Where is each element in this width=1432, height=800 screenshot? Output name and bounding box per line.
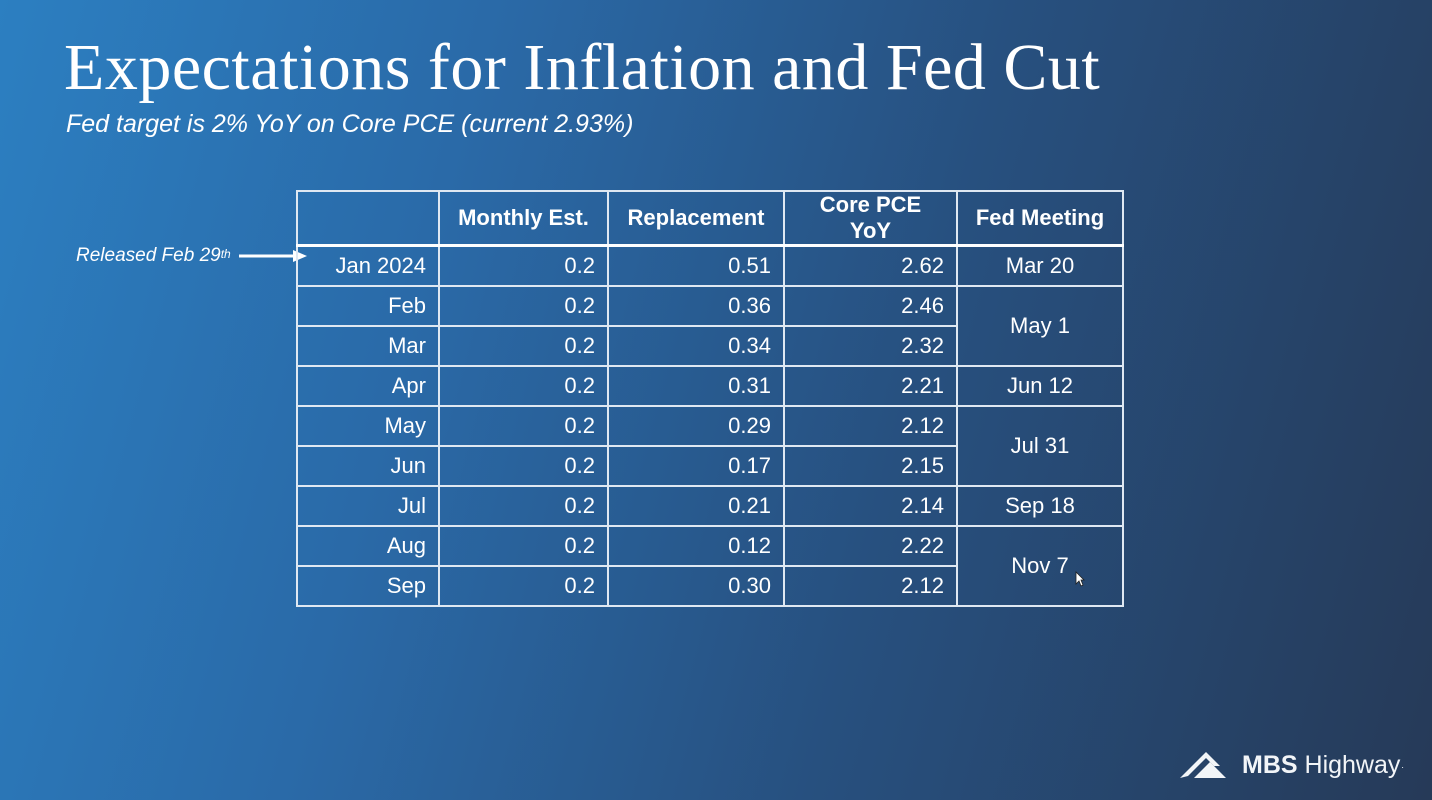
replacement-cell: 0.31 <box>607 364 785 407</box>
monthly-est-cell: 0.2 <box>438 564 609 607</box>
core-pce-cell: 2.32 <box>783 324 958 367</box>
header-fed-meeting: Fed Meeting <box>956 190 1124 247</box>
table-header-row: Monthly Est. Replacement Core PCE YoY Fe… <box>296 190 1124 247</box>
replacement-cell: 0.29 <box>607 404 785 447</box>
table-row: Jan 2024 0.2 0.51 2.62 Mar 20 <box>296 244 1124 287</box>
core-pce-cell: 2.46 <box>783 284 958 327</box>
core-pce-cell: 2.14 <box>783 484 958 527</box>
month-cell: Apr <box>296 364 440 407</box>
mountain-logo-icon <box>1180 752 1226 778</box>
table-row: May 0.2 0.29 2.12 Jul 31 <box>296 404 1124 487</box>
month-cell: Jan 2024 <box>296 244 440 287</box>
fed-meeting-cell: Nov 7 <box>956 524 1124 607</box>
inflation-table: Monthly Est. Replacement Core PCE YoY Fe… <box>296 190 1124 607</box>
table-row: Sep 0.2 0.30 2.12 <box>296 564 1123 607</box>
table-row: Apr 0.2 0.31 2.21 Jun 12 <box>296 364 1124 407</box>
month-cell: Jul <box>296 484 440 527</box>
replacement-cell: 0.12 <box>607 524 785 567</box>
fed-meeting-cell: Jul 31 <box>956 404 1124 487</box>
month-cell: Mar <box>296 324 440 367</box>
replacement-cell: 0.51 <box>607 244 785 287</box>
month-cell: May <box>296 404 440 447</box>
mbs-highway-logo: MBS Highway. <box>1180 748 1404 782</box>
replacement-cell: 0.30 <box>607 564 785 607</box>
mouse-pointer-icon <box>1075 571 1085 587</box>
core-pce-cell: 2.12 <box>783 404 958 447</box>
table-row: Jul 0.2 0.21 2.14 Sep 18 <box>296 484 1124 527</box>
monthly-est-cell: 0.2 <box>438 484 609 527</box>
table-row: Jun 0.2 0.17 2.15 <box>296 444 1123 487</box>
logo-name: Highway <box>1297 750 1401 779</box>
core-pce-cell: 2.21 <box>783 364 958 407</box>
monthly-est-cell: 0.2 <box>438 444 609 487</box>
slide-subtitle: Fed target is 2% YoY on Core PCE (curren… <box>66 110 634 138</box>
replacement-cell: 0.17 <box>607 444 785 487</box>
core-pce-cell: 2.22 <box>783 524 958 567</box>
header-monthly-est: Monthly Est. <box>438 190 609 247</box>
header-replacement: Replacement <box>607 190 785 247</box>
monthly-est-cell: 0.2 <box>438 324 609 367</box>
slide-title: Expectations for Inflation and Fed Cut <box>64 31 1101 104</box>
replacement-cell: 0.36 <box>607 284 785 327</box>
monthly-est-cell: 0.2 <box>438 284 609 327</box>
header-core-pce-yoy: Core PCE YoY <box>783 190 958 247</box>
table-row: Feb 0.2 0.36 2.46 May 1 <box>296 284 1124 367</box>
monthly-est-cell: 0.2 <box>438 364 609 407</box>
core-pce-cell: 2.15 <box>783 444 958 487</box>
fed-meeting-cell: Sep 18 <box>956 484 1124 527</box>
fed-meeting-cell: Jun 12 <box>956 364 1124 407</box>
month-cell: Jun <box>296 444 440 487</box>
core-pce-cell: 2.62 <box>783 244 958 287</box>
core-pce-cell: 2.12 <box>783 564 958 607</box>
monthly-est-cell: 0.2 <box>438 524 609 567</box>
replacement-cell: 0.34 <box>607 324 785 367</box>
logo-brand: MBS <box>1242 750 1298 779</box>
month-cell: Aug <box>296 524 440 567</box>
monthly-est-cell: 0.2 <box>438 244 609 287</box>
fed-meeting-cell: May 1 <box>956 284 1124 367</box>
release-annotation-text: Released Feb 29 <box>76 245 221 266</box>
header-month <box>296 190 440 247</box>
fed-meeting-cell: Mar 20 <box>956 244 1124 287</box>
month-cell: Feb <box>296 284 440 327</box>
release-annotation-superscript: th <box>220 247 231 261</box>
table-row: Mar 0.2 0.34 2.32 <box>296 324 1123 367</box>
replacement-cell: 0.21 <box>607 484 785 527</box>
monthly-est-cell: 0.2 <box>438 404 609 447</box>
month-cell: Sep <box>296 564 440 607</box>
logo-mark: . <box>1401 760 1404 770</box>
table-row: Aug 0.2 0.12 2.22 Nov 7 <box>296 524 1124 607</box>
